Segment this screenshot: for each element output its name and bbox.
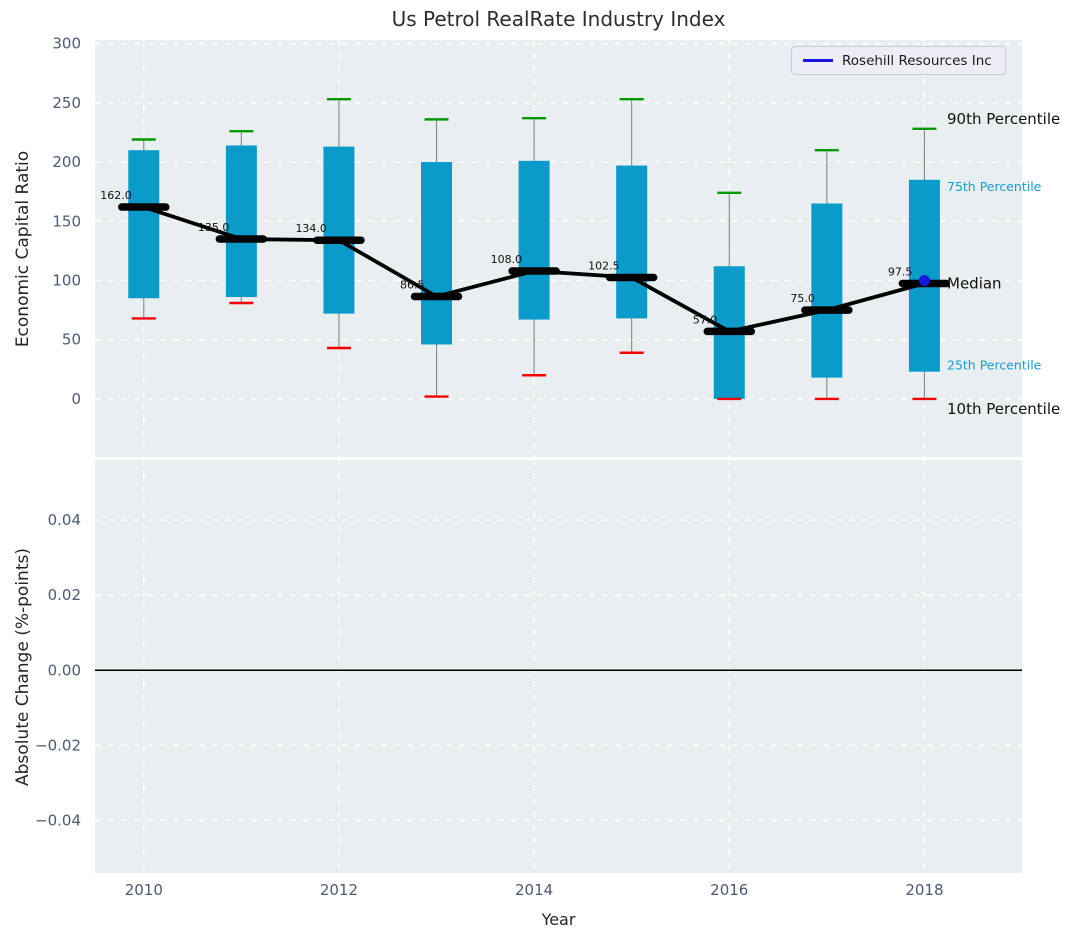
legend-line-swatch — [803, 59, 833, 62]
median-value-label: 57.0 — [693, 313, 718, 326]
x-tick-label: 2018 — [905, 881, 943, 899]
x-tick-label: 2010 — [125, 881, 163, 899]
median-value-label: 135.0 — [198, 221, 230, 234]
percentile-annotation: 90th Percentile — [947, 110, 1060, 128]
x-axis-label: Year — [541, 910, 576, 929]
y-tick-label: 200 — [52, 153, 81, 171]
percentile-box — [811, 203, 843, 378]
y-tick-label: 50 — [62, 331, 81, 349]
percentile-box — [128, 150, 160, 299]
median-value-label: 108.0 — [491, 253, 522, 266]
company-data-point — [918, 274, 930, 286]
percentile-box — [421, 162, 453, 345]
chart-title: Us Petrol RealRate Industry Index — [391, 7, 726, 31]
bottom-plot-area: 0.04 0.02 0.00 −0.02 −0.04 2010 2012 2014 2016 20… — [35, 460, 1022, 899]
median-value-label: 86.5 — [400, 278, 425, 291]
percentile-box — [323, 146, 355, 314]
top-ylabel-wrap: Economic Capital Ratio — [6, 40, 40, 457]
median-value-label: 162.0 — [100, 189, 132, 202]
top-plot-area: 300 250 200 150 100 50 0 162.0 135.0 134.0 86.5 108… — [52, 35, 1060, 457]
legend: Rosehill Resources Inc — [791, 46, 1006, 75]
x-tick-label: 2016 — [710, 881, 748, 899]
x-tick-label: 2012 — [320, 881, 358, 899]
top-plot-svg: 300 250 200 150 100 50 0 162.0 135.0 134.0 86.5 108… — [52, 35, 1060, 457]
percentile-annotation: 10th Percentile — [947, 400, 1060, 418]
percentile-annotation: 25th Percentile — [947, 358, 1042, 373]
y-tick-label: 0.04 — [48, 511, 81, 529]
percentile-box — [518, 160, 550, 320]
y-tick-label: 0.00 — [48, 661, 81, 679]
y-tick-label: −0.02 — [35, 736, 81, 754]
percentile-annotation: Median — [947, 274, 1002, 292]
percentile-box — [225, 145, 257, 298]
y-tick-label: 100 — [52, 271, 81, 289]
y-tick-label: 0.02 — [48, 586, 81, 604]
y-tick-label: 300 — [52, 35, 81, 53]
bottom-y-axis-label: Absolute Change (%-points) — [13, 547, 33, 786]
median-value-label: 97.5 — [888, 265, 913, 278]
bottom-plot-svg: 0.04 0.02 0.00 −0.02 −0.04 2010 2012 2014 2016 20… — [35, 460, 1022, 899]
percentile-annotation: 75th Percentile — [947, 179, 1042, 194]
y-tick-label: −0.04 — [35, 811, 81, 829]
median-value-label: 102.5 — [588, 260, 620, 273]
median-value-label: 134.0 — [295, 222, 327, 235]
y-tick-label: 250 — [52, 94, 81, 112]
percentile-box — [616, 165, 648, 319]
y-tick-label: 0 — [71, 390, 81, 408]
top-y-axis-label: Economic Capital Ratio — [13, 150, 34, 347]
legend-label: Rosehill Resources Inc — [842, 52, 992, 69]
y-tick-label: 150 — [52, 212, 81, 230]
median-value-label: 75.0 — [790, 292, 815, 305]
x-tick-label: 2014 — [515, 881, 553, 899]
